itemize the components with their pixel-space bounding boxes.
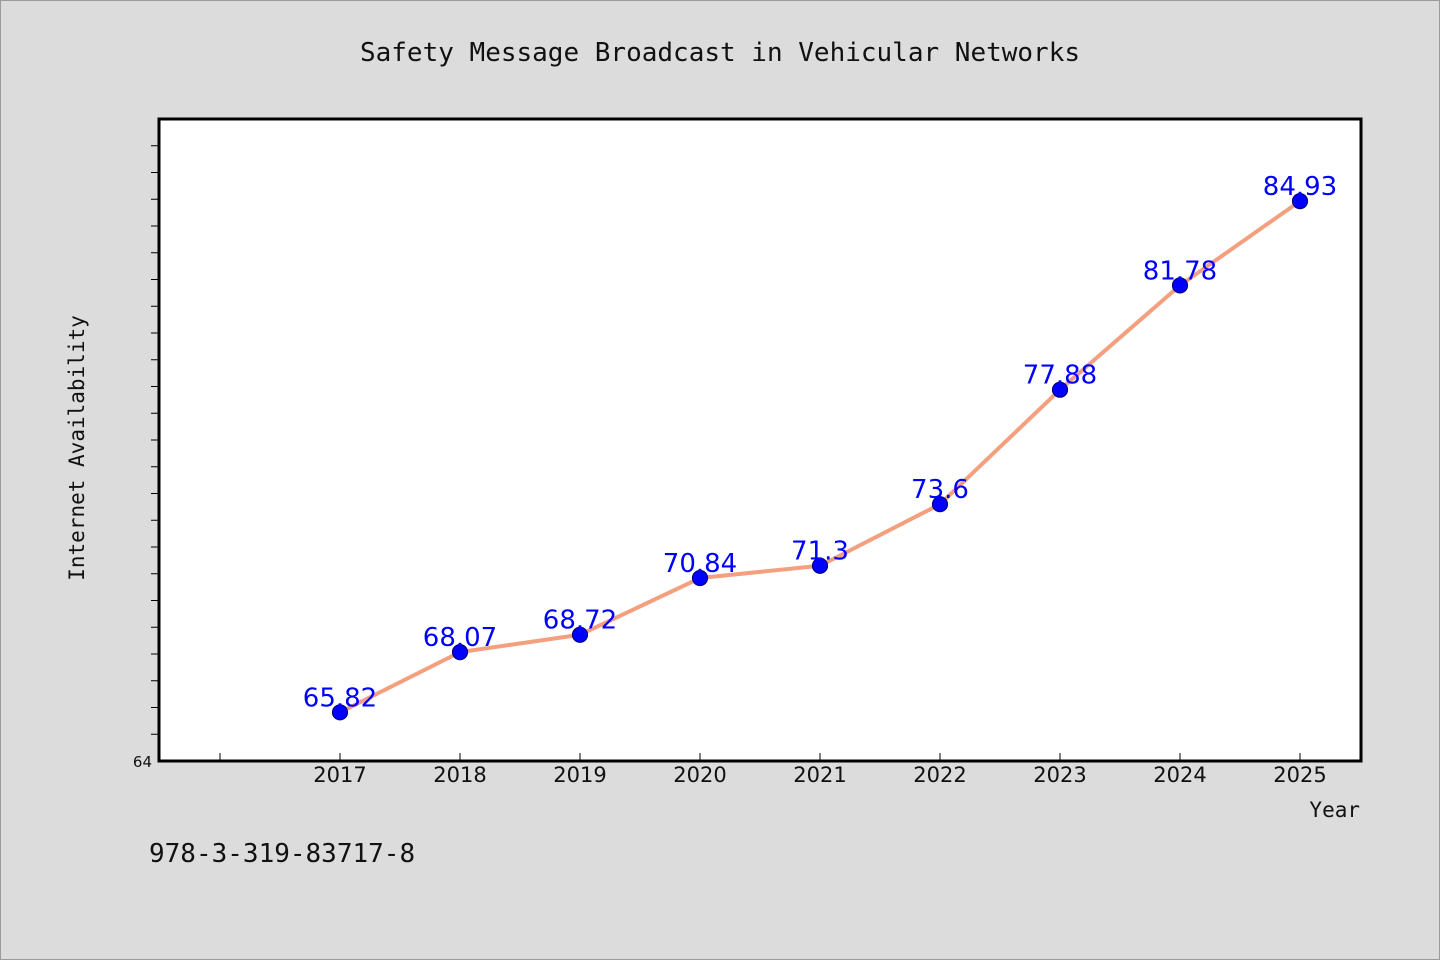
data-point-marker xyxy=(571,626,589,643)
data-point-marker xyxy=(691,569,709,587)
data-label: 77.88 xyxy=(1023,361,1097,391)
x-tick-label: 2021 xyxy=(793,763,846,787)
chart-title: Safety Message Broadcast in Vehicular Ne… xyxy=(360,38,1080,68)
data-label: 81.78 xyxy=(1143,256,1217,286)
data-label: 73.6 xyxy=(911,475,969,505)
data-point-marker xyxy=(1171,277,1189,294)
data-point-marker xyxy=(451,644,469,661)
data-point-marker xyxy=(931,496,949,513)
data-label: 68.07 xyxy=(423,623,497,653)
x-tick-label: 2017 xyxy=(313,763,366,787)
x-tick-label: 2020 xyxy=(673,763,726,787)
x-axis-ticks: 2017 2018 2019 2020 2021 2022 2023 2024 2025 xyxy=(219,753,1327,787)
y-axis-label: Internet Availability xyxy=(65,315,89,581)
x-tick-label: 2023 xyxy=(1033,763,1086,787)
data-point-marker xyxy=(1051,381,1069,398)
data-label: 68.72 xyxy=(543,606,617,636)
x-axis-label: Year xyxy=(1309,798,1360,822)
data-label-layer: 65.82 68.07 68.72 70.84 71.3 73.6 77.88 81.78 84… xyxy=(303,172,1337,713)
plot-area xyxy=(157,117,1363,763)
data-label: 70.84 xyxy=(663,549,737,579)
series-layer xyxy=(331,193,1309,721)
data-point-marker xyxy=(811,557,829,574)
x-tick-label: 2019 xyxy=(553,763,606,787)
y-axis-ticks: 64 xyxy=(133,145,159,771)
x-tick-label: 2022 xyxy=(913,763,966,787)
data-label: 65.82 xyxy=(303,683,377,713)
y-tick-label: 64 xyxy=(133,753,152,771)
x-tick-label: 2025 xyxy=(1273,763,1326,787)
data-label: 84.93 xyxy=(1263,172,1337,202)
x-tick-label: 2024 xyxy=(1153,763,1206,787)
data-label: 71.3 xyxy=(791,537,849,567)
footer-code: 978-3-319-83717-8 xyxy=(149,839,415,869)
data-point-marker xyxy=(331,704,349,721)
x-tick-label: 2018 xyxy=(433,763,486,787)
data-point-marker xyxy=(1291,193,1309,210)
